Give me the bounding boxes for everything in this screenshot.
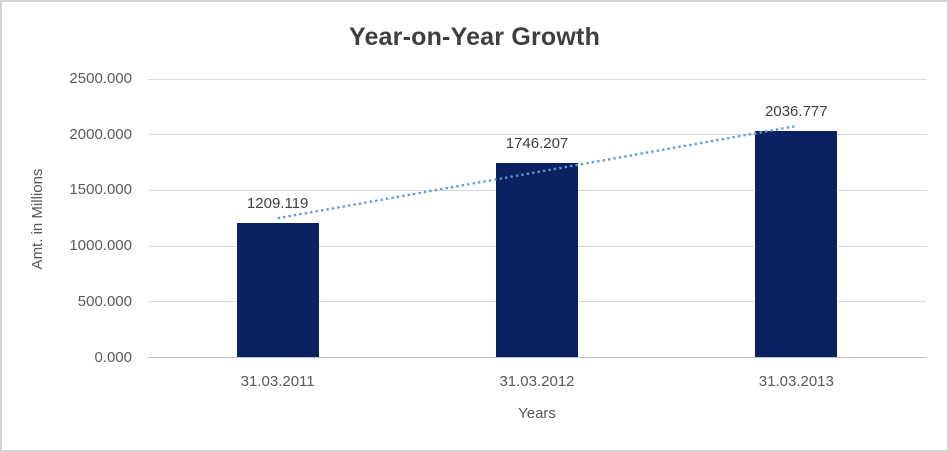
data-label: 1746.207 bbox=[505, 134, 569, 152]
bar bbox=[755, 130, 838, 358]
y-tick-label: 1000.000 bbox=[69, 237, 132, 255]
chart-title: Year-on-Year Growth bbox=[348, 23, 601, 51]
x-tick-label: 31.03.2013 bbox=[758, 373, 834, 390]
x-axis-title: Years bbox=[518, 405, 556, 422]
y-tick-label: 500.000 bbox=[77, 292, 132, 310]
y-axis-title: Amt. in Millions bbox=[29, 168, 46, 270]
bar bbox=[236, 222, 319, 358]
x-tick-label: 31.03.2011 bbox=[240, 373, 315, 390]
gridline bbox=[148, 78, 926, 80]
y-tick-label: 2000.000 bbox=[69, 125, 132, 143]
y-tick-label: 1500.000 bbox=[69, 181, 132, 199]
x-axis-line bbox=[148, 357, 926, 358]
data-label: 2036.777 bbox=[765, 102, 828, 120]
y-tick-label: 0.000 bbox=[94, 348, 132, 366]
x-tick-label: 31.03.2012 bbox=[499, 373, 575, 390]
y-tick-label: 2500.000 bbox=[69, 70, 132, 87]
data-label: 1209.119 bbox=[246, 194, 309, 212]
bar bbox=[496, 162, 578, 358]
